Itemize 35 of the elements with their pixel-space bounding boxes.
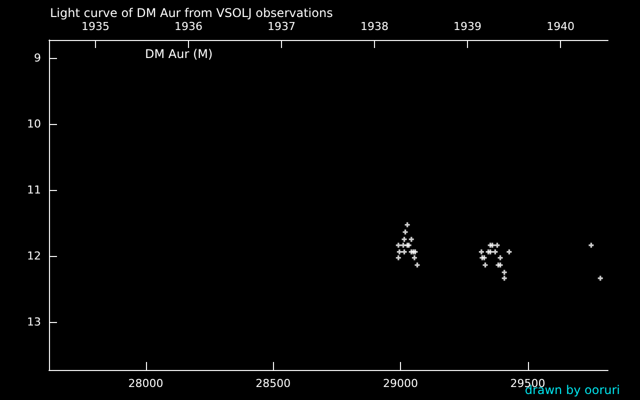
chart-title: Light curve of DM Aur from VSOLJ observations: [50, 6, 333, 20]
point: [494, 242, 500, 248]
point: [402, 236, 407, 242]
annotation: DM Aur (M): [145, 47, 213, 61]
x2-tick-label: 1937: [268, 20, 296, 33]
point: [506, 249, 512, 254]
y-tick-label: 11: [27, 183, 41, 196]
point: [492, 249, 498, 254]
x-tick-label: 29000: [382, 377, 418, 390]
point: [402, 249, 407, 254]
x-tick-label: 28500: [256, 377, 291, 390]
point: [588, 242, 594, 248]
x2-tick-label: 1938: [360, 20, 389, 33]
y-tick-label: 10: [27, 117, 41, 130]
x2-tick-label: 1940: [546, 20, 575, 33]
point: [502, 276, 507, 281]
point: [478, 249, 484, 254]
point: [412, 255, 417, 260]
y-tick-label: 13: [27, 315, 41, 328]
x-tick-label: 28000: [128, 377, 164, 390]
x2-tick-label: 1935: [82, 20, 110, 33]
point: [402, 230, 408, 235]
point: [408, 236, 414, 242]
point: [404, 222, 410, 228]
y-tick-label: 9: [34, 51, 41, 64]
y-tick-label: 12: [27, 249, 41, 262]
point: [396, 255, 401, 260]
point: [498, 255, 503, 260]
point: [598, 276, 603, 281]
point: [482, 262, 488, 268]
point: [502, 270, 507, 275]
point: [414, 262, 420, 268]
point: [396, 249, 402, 254]
x2-tick-label: 1939: [454, 20, 482, 33]
x2-tick-label: 1936: [174, 20, 203, 33]
